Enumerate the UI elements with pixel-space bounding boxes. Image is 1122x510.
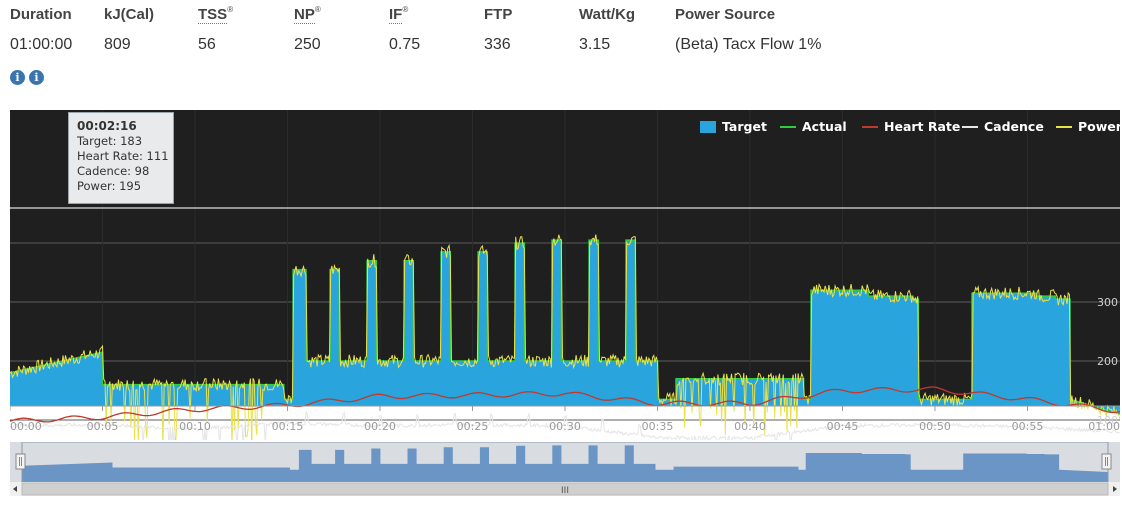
power-series-line <box>9 234 1121 451</box>
tooltip-heart-rate: Heart Rate: 111 <box>77 149 169 163</box>
chart-tooltip: 00:02:16 Target: 183 Heart Rate: 111 Cad… <box>68 112 174 204</box>
legend-swatch <box>780 126 796 128</box>
x-tick-label: 00:35 <box>642 420 674 433</box>
stat-value: 809 <box>104 36 131 53</box>
y-tick-label: 200 <box>1097 355 1118 368</box>
stat-label: FTP <box>484 6 513 23</box>
stat-value: 336 <box>484 36 511 53</box>
scroll-right-arrow-icon[interactable] <box>1113 486 1117 492</box>
legend-swatch <box>962 126 978 128</box>
info-icon[interactable]: i <box>29 70 44 85</box>
stat-value: 3.15 <box>579 36 611 53</box>
scrollbar-thumb[interactable] <box>21 482 1109 496</box>
stat-label: Power Source <box>675 6 776 23</box>
legend-label: Target <box>722 119 767 134</box>
y-tick-label: 100 <box>1097 414 1118 427</box>
tooltip-time: 00:02:16 <box>77 119 137 133</box>
legend-swatch <box>1056 126 1072 128</box>
x-tick-label: 00:55 <box>1012 420 1044 433</box>
stat-label: kJ(Cal) <box>104 6 155 23</box>
stat-label: Watt/Kg <box>579 6 636 23</box>
legend-swatch <box>862 126 878 128</box>
x-tick-label: 00:40 <box>734 420 766 433</box>
navigator-area <box>22 445 1108 482</box>
x-tick-label: 00:30 <box>549 420 581 433</box>
info-icon[interactable]: i <box>10 70 25 85</box>
legend-label: Actual <box>802 119 847 134</box>
y-tick-label: 300 <box>1097 296 1118 309</box>
range-navigator-svg[interactable]: III <box>10 441 1120 496</box>
tooltip-cadence: Cadence: 98 <box>77 164 150 178</box>
x-tick-label: 01:00 <box>1088 420 1120 433</box>
cadence-series-line <box>9 410 1121 455</box>
stat-label: NP® <box>294 5 321 24</box>
scrollbar-grip: III <box>561 486 569 496</box>
stat-value: 250 <box>294 36 321 53</box>
x-tick-label: 00:20 <box>364 420 396 433</box>
stat-value: 56 <box>198 36 216 53</box>
workout-chart[interactable]: 100 200 300 00:00 00:05 00:10 00:15 00:20 00:25 0… <box>9 110 1121 455</box>
target-area <box>10 240 1120 415</box>
heart-rate-series-line <box>9 386 1121 423</box>
stat-label: Duration <box>10 6 72 23</box>
x-tick-label: 00:50 <box>919 420 951 433</box>
x-tick-label: 00:15 <box>272 420 304 433</box>
workout-chart-svg[interactable]: 100 200 300 00:00 00:05 00:10 00:15 00:20 00:25 0… <box>9 110 1121 455</box>
tooltip-target: Target: 183 <box>77 134 143 148</box>
x-tick-label: 00:00 <box>10 420 42 433</box>
stat-value: (Beta) Tacx Flow 1% <box>675 36 822 53</box>
legend-label: Cadence <box>984 119 1044 134</box>
legend-label: Heart Rate <box>884 119 961 134</box>
legend-label: Power <box>1078 119 1122 134</box>
stat-label: IF® <box>389 5 409 24</box>
x-tick-label: 00:25 <box>457 420 489 433</box>
summary-stats: Duration 01:00:00 kJ(Cal) 809 TSS® 56 NP® 250 IF… <box>0 0 1122 70</box>
navigator-right-handle[interactable] <box>1101 453 1112 470</box>
stat-value: 01:00:00 <box>10 36 73 53</box>
x-tick-label: 00:10 <box>179 420 211 433</box>
navigator-left-handle[interactable] <box>15 453 26 470</box>
x-tick-label: 00:45 <box>827 420 859 433</box>
scroll-left-arrow-icon[interactable] <box>13 486 17 492</box>
stat-value: 0.75 <box>389 36 421 53</box>
legend-swatch <box>700 121 716 133</box>
tooltip-power: Power: 195 <box>77 179 142 193</box>
stat-label: TSS® <box>198 5 234 24</box>
x-tick-label: 00:05 <box>87 420 119 433</box>
range-navigator[interactable]: III <box>10 441 1120 496</box>
